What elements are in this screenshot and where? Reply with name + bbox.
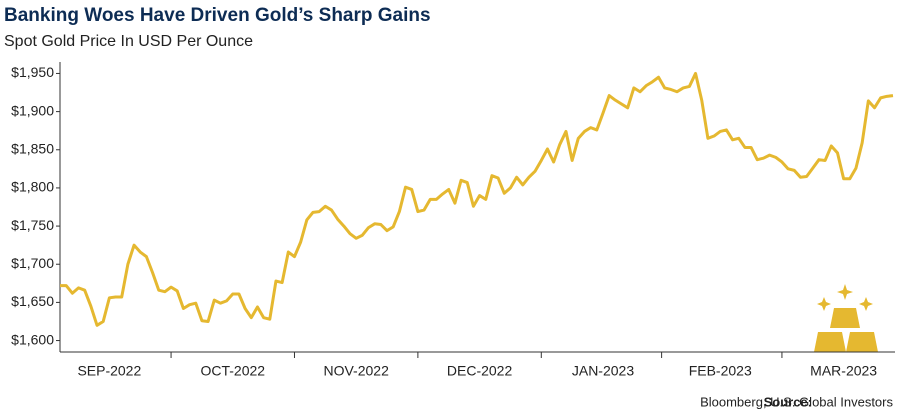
source-text: Bloomberg, U.S. Global Investors [700,394,893,409]
x-tick-label: FEB-2023 [689,363,752,379]
x-tick-label: NOV-2022 [323,363,389,379]
price-line [60,71,894,327]
x-tick-label: DEC-2022 [447,363,513,379]
y-tick-label: $1,700 [11,255,54,271]
source-label: Source: [764,394,812,409]
x-tick-label: JAN-2023 [572,363,634,379]
chart-title: Banking Woes Have Driven Gold’s Sharp Ga… [4,5,431,26]
chart-subtitle: Spot Gold Price In USD Per Ounce [4,33,253,50]
gold-bars-icon [814,284,878,352]
y-tick-label: $1,750 [11,217,54,233]
y-tick-label: $1,950 [11,64,54,80]
x-tick-label: SEP-2022 [77,363,141,379]
y-tick-label: $1,800 [11,179,54,195]
y-tick-label: $1,650 [11,293,54,309]
y-tick-label: $1,900 [11,102,54,118]
x-tick-label: OCT-2022 [200,363,265,379]
y-tick-label: $1,600 [11,331,54,347]
x-tick-label: MAR-2023 [810,363,877,379]
y-tick-label: $1,850 [11,140,54,156]
